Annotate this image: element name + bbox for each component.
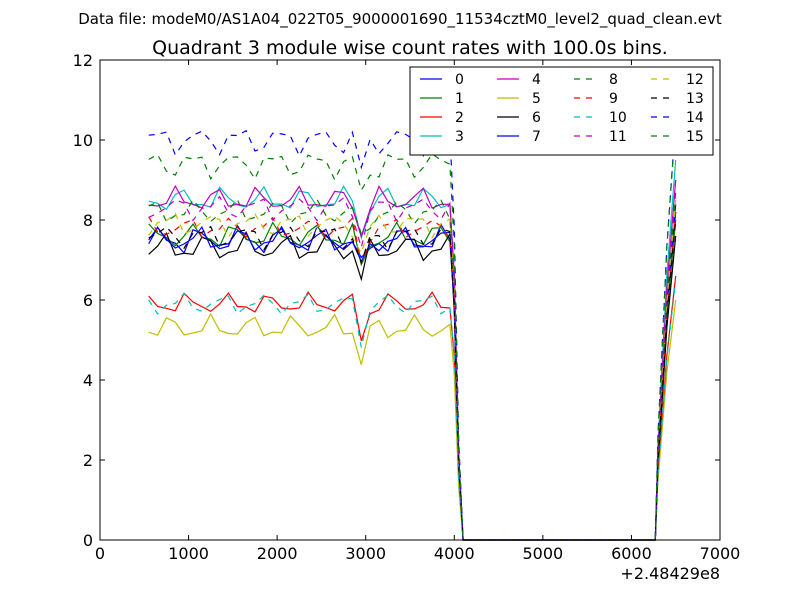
x-tick-label: 6000 [611, 544, 652, 563]
x-tick-label: 5000 [522, 544, 563, 563]
x-offset-label: +2.48429e8 [620, 564, 720, 583]
legend-label-0: 0 [455, 72, 464, 88]
legend-label-6: 6 [532, 110, 541, 126]
x-tick-label: 3000 [345, 544, 386, 563]
series-line-12 [148, 199, 677, 541]
legend-label-14: 14 [686, 110, 704, 126]
legend-label-13: 13 [686, 91, 704, 107]
legend-label-15: 15 [686, 129, 704, 145]
y-tick-label: 12 [73, 51, 93, 70]
legend-label-10: 10 [609, 110, 627, 126]
series-line-5 [148, 299, 677, 541]
legend-label-3: 3 [455, 129, 464, 145]
y-tick-label: 4 [83, 371, 93, 390]
legend-label-4: 4 [532, 72, 541, 88]
series-lines [148, 119, 677, 541]
y-tick-label: 2 [83, 451, 93, 470]
series-line-10 [148, 279, 677, 541]
legend-label-12: 12 [686, 72, 704, 88]
y-tick-label: 0 [83, 531, 93, 550]
legend-label-11: 11 [609, 129, 627, 145]
series-line-2 [148, 275, 677, 541]
legend-label-9: 9 [609, 91, 618, 107]
legend-label-2: 2 [455, 110, 464, 126]
series-line-13 [148, 219, 677, 541]
y-tick-label: 10 [73, 131, 93, 150]
x-tick-label: 2000 [257, 544, 298, 563]
y-tick-label: 8 [83, 211, 93, 230]
legend-frame [409, 66, 714, 156]
series-line-11 [148, 179, 677, 541]
legend-label-8: 8 [609, 72, 618, 88]
legend-label-1: 1 [455, 91, 464, 107]
series-line-9 [148, 211, 677, 541]
legend-label-5: 5 [532, 91, 541, 107]
x-tick-label: 1000 [168, 544, 209, 563]
x-tick-label: 0 [95, 544, 105, 563]
series-line-15 [148, 119, 677, 541]
x-tick-label: 7000 [700, 544, 741, 563]
x-tick-label: 4000 [434, 544, 475, 563]
chart-suptitle: Data file: modeM0/AS1A04_022T05_90000016… [78, 10, 722, 29]
chart-title: Quadrant 3 module wise count rates with … [152, 37, 668, 59]
legend-label-7: 7 [532, 129, 541, 145]
y-tick-label: 6 [83, 291, 93, 310]
